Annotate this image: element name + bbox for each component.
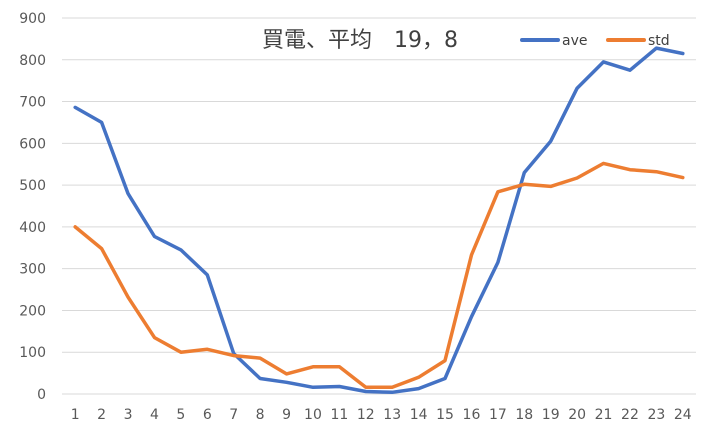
y-tick-label: 100 (19, 345, 46, 361)
x-tick-label: 20 (568, 407, 586, 423)
x-tick-label: 9 (282, 407, 291, 423)
x-tick-label: 22 (621, 407, 639, 423)
series-line-ave (73, 46, 685, 395)
gridlines (62, 17, 696, 395)
x-tick-label: 8 (256, 407, 265, 423)
y-tick-label: 500 (19, 178, 46, 194)
x-tick-label: 2 (97, 407, 106, 423)
x-tick-label: 12 (357, 407, 375, 423)
series-line-std (73, 161, 685, 390)
x-tick-label: 7 (229, 407, 238, 423)
x-tick-label: 17 (489, 407, 507, 423)
x-tick-label: 18 (515, 407, 533, 423)
x-tick-label: 16 (463, 407, 481, 423)
chart-title: 買電、平均 19，8 (262, 28, 458, 53)
legend: ave std (520, 33, 670, 49)
y-tick-label: 600 (19, 136, 46, 152)
series-lines (73, 46, 685, 395)
y-tick-label: 400 (19, 220, 46, 236)
x-tick-label: 6 (203, 407, 212, 423)
x-tick-label: 10 (304, 407, 322, 423)
y-tick-label: 200 (19, 303, 46, 319)
x-tick-labels: 1 2 3 4 5 6 7 8 9 10 11 12 13 14 15 16 17 18 19 20 21 22 23 24 (71, 407, 692, 423)
x-tick-label: 13 (383, 407, 401, 423)
x-tick-label: 24 (674, 407, 692, 423)
x-tick-label: 3 (124, 407, 133, 423)
y-tick-label: 800 (19, 53, 46, 69)
x-tick-label: 21 (595, 407, 613, 423)
y-tick-label: 0 (37, 387, 46, 403)
x-tick-label: 11 (330, 407, 348, 423)
x-tick-label: 4 (150, 407, 159, 423)
y-tick-labels: 0 100 200 300 400 500 600 700 800 900 (19, 11, 46, 403)
x-tick-label: 15 (436, 407, 454, 423)
x-tick-label: 5 (176, 407, 185, 423)
y-tick-label: 700 (19, 95, 46, 111)
x-tick-label: 19 (542, 407, 560, 423)
legend-label-std: std (648, 33, 670, 49)
x-tick-label: 23 (647, 407, 665, 423)
y-tick-label: 900 (19, 11, 46, 27)
legend-label-ave: ave (562, 33, 587, 49)
x-tick-label: 14 (410, 407, 428, 423)
x-tick-label: 1 (71, 407, 80, 423)
y-tick-label: 300 (19, 262, 46, 278)
